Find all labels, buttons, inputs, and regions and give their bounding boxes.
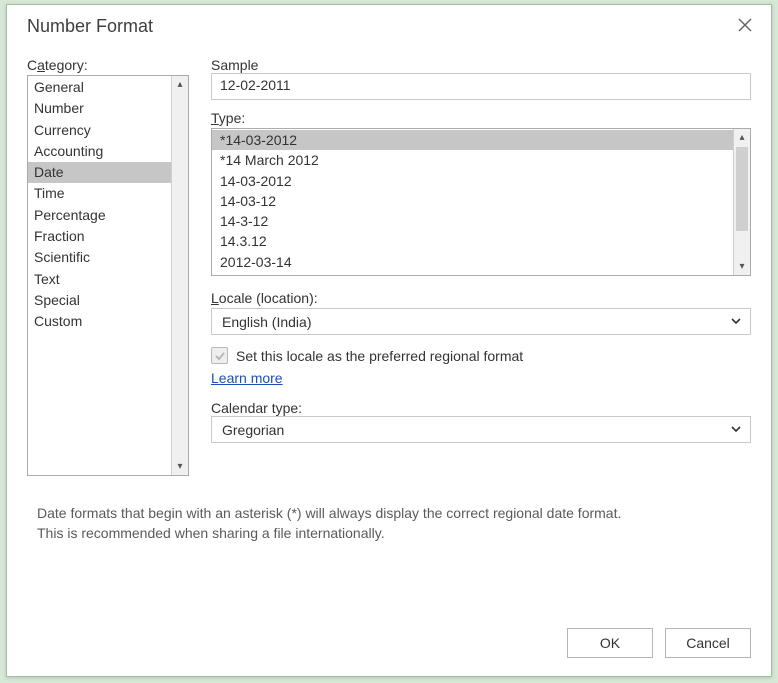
calendar-group: Calendar type: Gregorian — [211, 400, 751, 443]
category-item[interactable]: Currency — [28, 120, 171, 141]
category-item[interactable]: Custom — [28, 311, 171, 332]
type-item[interactable]: 2012-03-14 — [212, 252, 733, 272]
close-icon — [738, 18, 752, 37]
scroll-thumb[interactable] — [736, 147, 748, 231]
type-listbox[interactable]: *14-03-2012*14 March 201214-03-201214-03… — [211, 128, 751, 276]
close-button[interactable] — [731, 13, 759, 41]
category-item[interactable]: General — [28, 77, 171, 98]
right-column: Sample 12-02-2011 Type: *14-03-2012*14 M… — [211, 57, 751, 476]
sample-label: Sample — [211, 57, 751, 73]
category-item[interactable]: Special — [28, 290, 171, 311]
category-item[interactable]: Text — [28, 269, 171, 290]
scroll-up-icon[interactable]: ▴ — [734, 129, 750, 146]
calendar-select[interactable]: Gregorian — [211, 416, 751, 443]
type-item[interactable]: 14-03-12 — [212, 191, 733, 211]
hint-text: Date formats that begin with an asterisk… — [37, 503, 741, 543]
category-item[interactable]: Number — [28, 98, 171, 119]
type-item[interactable]: 14.3.12 — [212, 231, 733, 251]
dialog-footer: OK Cancel — [567, 628, 751, 658]
category-item[interactable]: Accounting — [28, 141, 171, 162]
ok-button[interactable]: OK — [567, 628, 653, 658]
type-item[interactable]: *14 March 2012 — [212, 150, 733, 170]
calendar-value: Gregorian — [222, 422, 284, 438]
locale-preferred-checkbox[interactable]: Set this locale as the preferred regiona… — [211, 347, 751, 364]
learn-more-link[interactable]: Learn more — [211, 370, 283, 386]
scroll-up-icon[interactable]: ▴ — [172, 76, 188, 93]
scroll-down-icon[interactable]: ▾ — [734, 258, 750, 275]
locale-group: Locale (location): English (India) — [211, 290, 751, 335]
sample-value: 12-02-2011 — [211, 73, 751, 100]
locale-label: Locale (location): — [211, 290, 318, 306]
calendar-label: Calendar type: — [211, 400, 751, 416]
chevron-down-icon — [730, 314, 742, 330]
dialog-title: Number Format — [27, 16, 153, 36]
chevron-down-icon — [730, 422, 742, 438]
type-label: Type: — [211, 110, 751, 128]
scroll-down-icon[interactable]: ▾ — [172, 458, 188, 475]
category-item[interactable]: Date — [28, 162, 171, 183]
checkbox-icon — [211, 347, 228, 364]
type-item[interactable]: 14-03-2012 — [212, 171, 733, 191]
category-label: Category: — [27, 57, 88, 73]
dialog-body: Category: GeneralNumberCurrencyAccountin… — [7, 49, 771, 476]
type-item[interactable]: 14-3-12 — [212, 211, 733, 231]
dialog-header: Number Format — [7, 5, 771, 49]
category-listbox[interactable]: GeneralNumberCurrencyAccountingDateTimeP… — [27, 75, 189, 476]
checkbox-label: Set this locale as the preferred regiona… — [236, 348, 523, 364]
locale-value: English (India) — [222, 314, 312, 330]
locale-select[interactable]: English (India) — [211, 308, 751, 335]
cancel-button[interactable]: Cancel — [665, 628, 751, 658]
number-format-dialog: Number Format Category: GeneralNumberCur… — [6, 4, 772, 677]
category-item[interactable]: Percentage — [28, 205, 171, 226]
scrollbar[interactable]: ▴ ▾ — [733, 129, 750, 275]
left-column: Category: GeneralNumberCurrencyAccountin… — [27, 57, 189, 476]
type-item[interactable]: *14-03-2012 — [212, 130, 733, 150]
category-item[interactable]: Scientific — [28, 247, 171, 268]
category-item[interactable]: Fraction — [28, 226, 171, 247]
category-item[interactable]: Time — [28, 183, 171, 204]
scrollbar[interactable]: ▴ ▾ — [171, 76, 188, 475]
